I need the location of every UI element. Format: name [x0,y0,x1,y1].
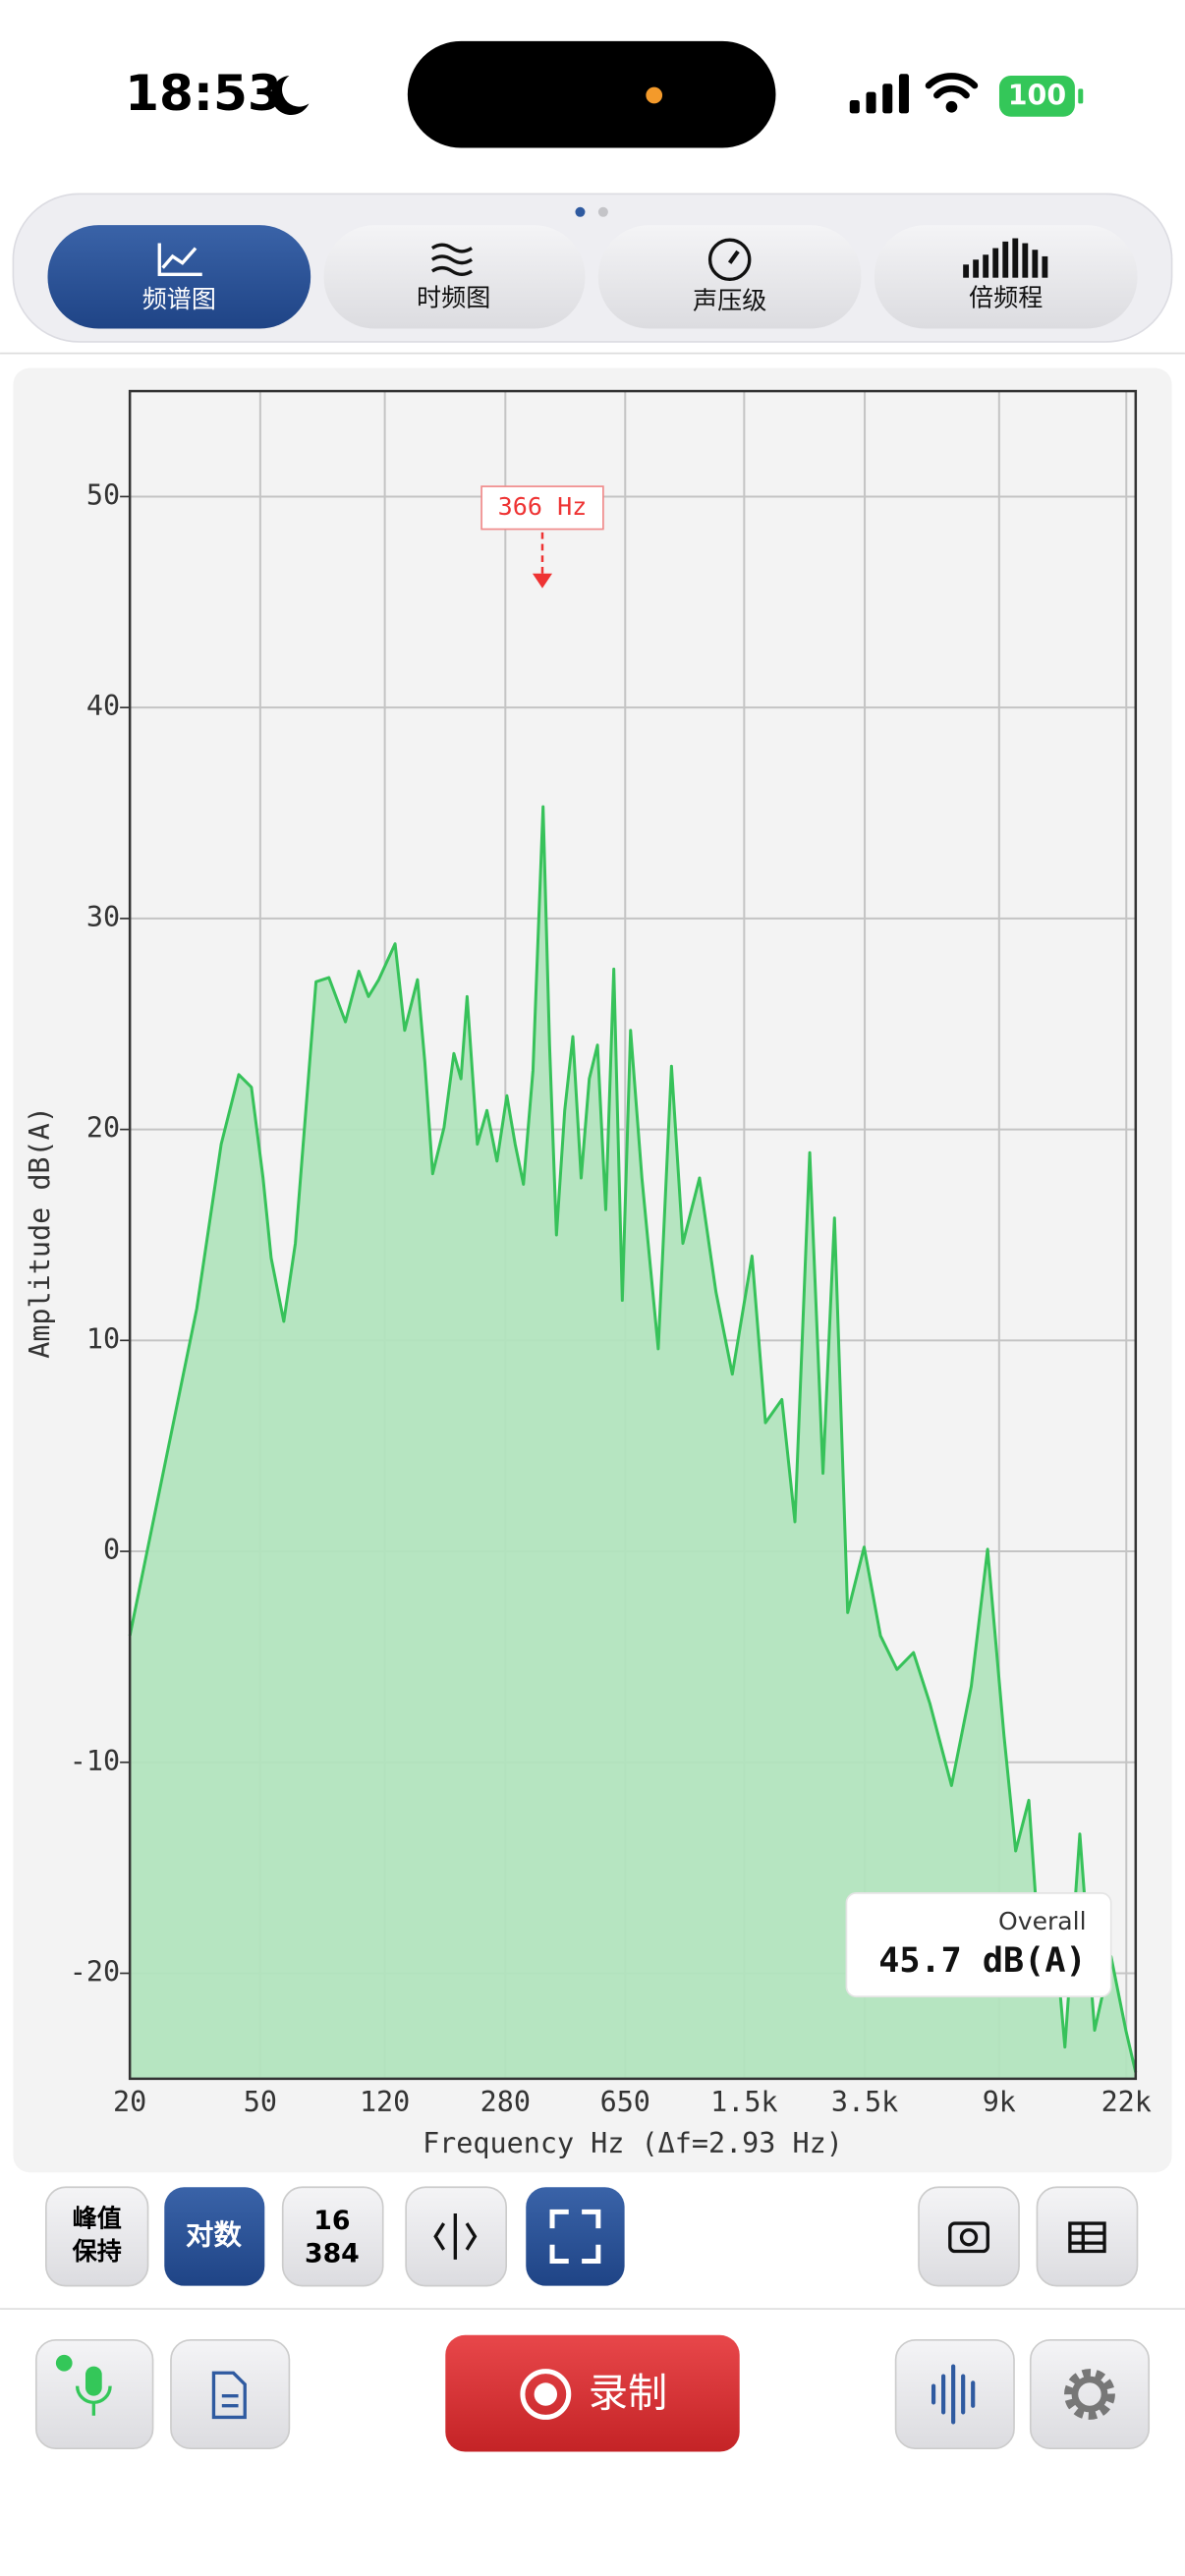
peak-label: 366 Hz [498,492,588,521]
overall-label: Overall [998,1907,1087,1935]
x-tick-label: 1.5k [710,2086,777,2118]
x-tick-label: 650 [600,2086,650,2118]
record-icon [520,2369,572,2420]
settings-button[interactable] [1029,2338,1151,2450]
button-label: 对数 [186,2218,242,2251]
privacy-dot [646,86,663,104]
page-dot [597,206,608,217]
peak-arrowhead [532,573,553,588]
button-label: 16 [313,2206,350,2236]
waveform-icon [931,2364,976,2425]
wifi-dot [945,100,958,113]
clock: 18:53 [125,64,282,122]
x-tick-label: 20 [113,2086,146,2118]
tab[interactable] [47,225,311,329]
x-tick-label: 9k [983,2086,1016,2118]
tab-bar [12,193,1173,343]
file-icon [211,2371,247,2420]
button-label: 384 [305,2238,360,2268]
y-tick-label: 0 [103,1534,120,1566]
y-tick-label: 30 [86,901,120,933]
spectrum-line [128,805,1138,2073]
dynamic-island [407,40,776,148]
y-tick-label: 50 [86,478,120,511]
spectrum-icon [157,243,202,277]
wifi-icon [925,73,979,99]
battery [998,75,1075,117]
plot-frame [128,389,1138,2081]
x-axis-label: Frequency Hz (Δf=2.93 Hz) [423,2127,843,2159]
tab-label: 频谱图 [142,285,216,313]
cursor-icon [433,2213,478,2260]
spl-icon [707,238,752,282]
y-tick-label: 20 [86,1112,120,1145]
record-icon-dot [534,2382,558,2406]
table-button[interactable] [1036,2186,1139,2287]
gear-ring [1071,2376,1108,2413]
overall-value: 45.7 dB(A) [878,1940,1086,1981]
x-tick-label: 280 [480,2086,531,2118]
x-tick-label: 22k [1101,2086,1152,2118]
y-tick-label: -10 [70,1745,120,1777]
camera-lens [959,2228,979,2247]
spectrogram-icon [430,243,473,276]
log-button[interactable] [164,2187,265,2286]
signal-icon [849,74,909,114]
mic-icon [85,2366,102,2396]
button-label: 保持 [72,2237,122,2266]
peak-annotation [480,485,604,531]
y-tick-label: 40 [86,690,120,722]
moon-icon [271,75,310,115]
peak-hold-button[interactable] [45,2186,149,2287]
x-tick-label: 3.5k [831,2086,898,2118]
button-label: 峰值 [73,2205,122,2233]
camera-icon [948,2221,989,2254]
battery-level: 100 [1008,80,1066,112]
fullscreen-icon [549,2209,601,2265]
tab[interactable] [597,225,862,329]
tab-label: 倍频程 [969,283,1043,311]
table-icon [1068,2221,1106,2254]
area-fill [130,807,1136,2079]
page-dot [575,206,586,217]
tab-label: 时频图 [417,283,490,311]
octave-icon [963,238,1048,278]
y-axis-label: Amplitude dB(A) [24,1106,56,1359]
battery-nub [1078,88,1084,104]
y-tick-label: 10 [86,1322,120,1355]
mic-stand [75,2385,112,2416]
tab-label: 声压级 [693,287,766,315]
y-tick-label: -20 [70,1956,120,1988]
record-label: 录制 [589,2372,667,2417]
x-tick-label: 50 [244,2086,277,2118]
gear-icon [1064,2369,1115,2420]
mic-status-dot [55,2354,73,2372]
fullscreen-button[interactable] [526,2187,625,2286]
record-button[interactable] [445,2334,740,2452]
fft-size-button[interactable] [281,2186,384,2287]
tab[interactable] [323,225,586,329]
overall-box [845,1892,1112,1998]
plot [120,391,1138,2079]
spl-needle [727,250,740,264]
screenshot-button[interactable] [918,2186,1020,2287]
x-tick-label: 120 [360,2086,410,2118]
